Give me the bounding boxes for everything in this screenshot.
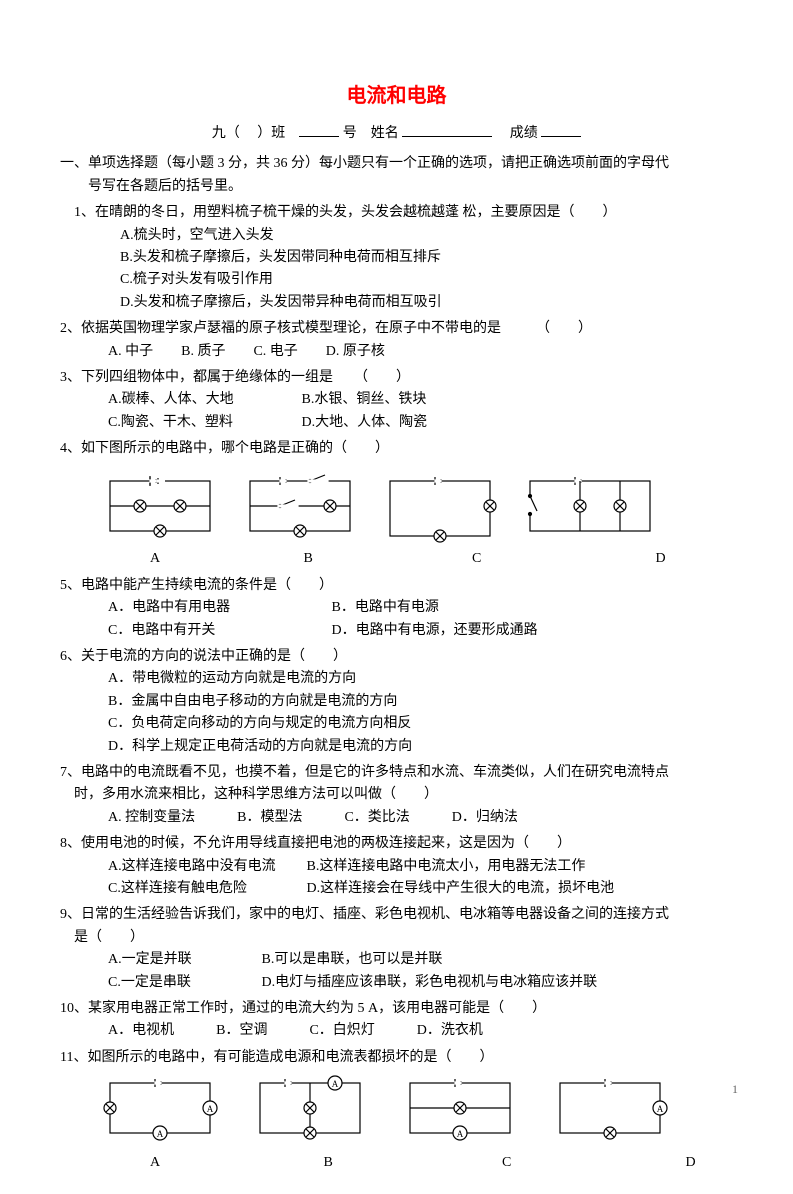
q7-opts: A. 控制变量法 B．模型法 C．类比法 D．归纳法 [60, 807, 733, 829]
q8-stem: 8、使用电池的时候，不允许用导线直接把电池的两极连接起来，这是因为（ ） [60, 833, 733, 855]
q11-lbl-a: A [100, 1152, 290, 1174]
q3-stem: 3、下列四组物体中，都属于绝缘体的一组是 （ ） [60, 367, 733, 389]
section-heading-line2: 号写在各题后的括号里。 [60, 176, 733, 198]
number-label: 号 [343, 126, 357, 141]
q9-row2: C.一定是串联 D.电灯与插座应该串联，彩色电视机与电冰箱应该并联 [60, 972, 733, 994]
q4-circuits-svg [100, 466, 700, 546]
q7-stem1: 7、电路中的电流既看不见，也摸不着，但是它的许多特点和水流、车流类似，人们在研究… [60, 762, 733, 784]
page-title: 电流和电路 [60, 80, 733, 112]
q11-labels: A B C D [100, 1152, 733, 1174]
q5-opt-b: B．电路中有电源 [332, 600, 439, 615]
name-blank[interactable] [402, 122, 492, 137]
score-blank[interactable] [541, 122, 581, 137]
q1-opt-b: B.头发和梳子摩擦后，头发因带同种电荷而相互排斥 [60, 247, 733, 269]
q10-stem: 10、某家用电器正常工作时，通过的电流大约为 5 A，该用电器可能是（ ） [60, 998, 733, 1020]
q3-opt-a: A.碳棒、人体、大地 [108, 389, 298, 411]
question-10: 10、某家用电器正常工作时，通过的电流大约为 5 A，该用电器可能是（ ） A．… [60, 998, 733, 1043]
svg-text:A: A [157, 1129, 164, 1139]
student-info-row: 九（ ）班 号 姓名 成绩 [60, 122, 733, 145]
q9-opt-a: A.一定是并联 [108, 949, 258, 971]
svg-text:A: A [207, 1104, 214, 1114]
q9-opt-c: C.一定是串联 [108, 972, 258, 994]
q5-opt-c: C．电路中有开关 [108, 620, 328, 642]
question-3: 3、下列四组物体中，都属于绝缘体的一组是 （ ） A.碳棒、人体、大地 B.水银… [60, 367, 733, 434]
q8-opt-b: B.这样连接电路中电流太小，用电器无法工作 [307, 859, 586, 874]
q5-row2: C．电路中有开关 D．电路中有电源，还要形成通路 [60, 620, 733, 642]
question-2: 2、依据英国物理学家卢瑟福的原子核式模型理论，在原子中不带电的是 （ ） A. … [60, 318, 733, 363]
q11-diagrams: A A A [100, 1075, 733, 1150]
question-1: 1、在晴朗的冬日，用塑料梳子梳干燥的头发，头发会越梳越蓬 松，主要原因是（ ） … [60, 202, 733, 314]
question-6: 6、关于电流的方向的说法中正确的是（ ） A．带电微粒的运动方向就是电流的方向 … [60, 646, 733, 758]
q1-opt-d: D.头发和梳子摩擦后，头发因带异种电荷而相互吸引 [60, 292, 733, 314]
page-number: 1 [732, 1082, 738, 1097]
q11-lbl-c: C [467, 1152, 642, 1174]
q4-labels: A B C D [100, 548, 733, 570]
q1-opt-c: C.梳子对头发有吸引作用 [60, 269, 733, 291]
svg-text:A: A [457, 1129, 464, 1139]
q9-stem1: 9、日常的生活经验告诉我们，家中的电灯、插座、彩色电视机、电冰箱等电器设备之间的… [60, 904, 733, 926]
q8-opt-c: C.这样连接有触电危险 [108, 878, 303, 900]
grade-suffix: ）班 [257, 126, 285, 141]
question-4: 4、如下图所示的电路中，哪个电路是正确的（ ） [60, 438, 733, 571]
q11-stem: 11、如图所示的电路中，有可能造成电源和电流表都损坏的是（ ） [60, 1047, 733, 1069]
q4-stem: 4、如下图所示的电路中，哪个电路是正确的（ ） [60, 438, 733, 460]
q7-stem2: 时，多用水流来相比，这种科学思维方法可以叫做（ ） [60, 784, 733, 806]
q5-opt-a: A．电路中有用电器 [108, 597, 328, 619]
grade-label: 九（ [212, 126, 240, 141]
q9-opt-b: B.可以是串联，也可以是并联 [262, 952, 443, 967]
q8-opt-d: D.这样连接会在导线中产生很大的电流，损坏电池 [307, 881, 615, 896]
question-8: 8、使用电池的时候，不允许用导线直接把电池的两极连接起来，这是因为（ ） A.这… [60, 833, 733, 900]
question-9: 9、日常的生活经验告诉我们，家中的电灯、插座、彩色电视机、电冰箱等电器设备之间的… [60, 904, 733, 994]
section-1-heading: 一、单项选择题（每小题 3 分，共 36 分）每小题只有一个正确的选项，请把正确… [60, 153, 733, 198]
q10-opts: A．电视机 B．空调 C．白炽灯 D．洗衣机 [60, 1020, 733, 1042]
q6-opt-c: C．负电荷定向移动的方向与规定的电流方向相反 [60, 713, 733, 735]
q8-row2: C.这样连接有触电危险 D.这样连接会在导线中产生很大的电流，损坏电池 [60, 878, 733, 900]
q5-opt-d: D．电路中有电源，还要形成通路 [332, 623, 538, 638]
q9-opt-d: D.电灯与插座应该串联，彩色电视机与电冰箱应该并联 [262, 975, 598, 990]
svg-text:A: A [332, 1079, 339, 1089]
q6-stem: 6、关于电流的方向的说法中正确的是（ ） [60, 646, 733, 668]
number-blank[interactable] [299, 122, 339, 137]
q3-row1: A.碳棒、人体、大地 B.水银、铜丝、铁块 [60, 389, 733, 411]
q6-opt-d: D．科学上规定正电荷活动的方向就是电流的方向 [60, 736, 733, 758]
q8-row1: A.这样连接电路中没有电流 B.这样连接电路中电流太小，用电器无法工作 [60, 856, 733, 878]
question-11: 11、如图所示的电路中，有可能造成电源和电流表都损坏的是（ ） A A [60, 1047, 733, 1175]
q4-lbl-b: B [284, 548, 434, 570]
q2-stem: 2、依据英国物理学家卢瑟福的原子核式模型理论，在原子中不带电的是 （ ） [60, 318, 733, 340]
section-heading-line1: 一、单项选择题（每小题 3 分，共 36 分）每小题只有一个正确的选项，请把正确… [60, 153, 733, 175]
q11-circuits-svg: A A A [100, 1075, 700, 1150]
svg-text:A: A [657, 1104, 664, 1114]
q3-row2: C.陶瓷、干木、塑料 D.大地、人体、陶瓷 [60, 412, 733, 434]
q9-row1: A.一定是并联 B.可以是串联，也可以是并联 [60, 949, 733, 971]
q2-opts: A. 中子 B. 质子 C. 电子 D. 原子核 [60, 341, 733, 363]
q11-lbl-d: D [646, 1152, 696, 1174]
question-5: 5、电路中能产生持续电流的条件是（ ） A．电路中有用电器 B．电路中有电源 C… [60, 575, 733, 642]
q6-opt-a: A．带电微粒的运动方向就是电流的方向 [60, 668, 733, 690]
q11-lbl-b: B [294, 1152, 464, 1174]
q4-lbl-c: C [437, 548, 602, 570]
q5-stem: 5、电路中能产生持续电流的条件是（ ） [60, 575, 733, 597]
q8-opt-a: A.这样连接电路中没有电流 [108, 856, 303, 878]
exam-page: 电流和电路 九（ ）班 号 姓名 成绩 一、单项选择题（每小题 3 分，共 36… [0, 0, 793, 1194]
q3-opt-b: B.水银、铜丝、铁块 [302, 392, 427, 407]
q9-stem2: 是（ ） [60, 927, 733, 949]
q4-lbl-a: A [100, 548, 280, 570]
q4-lbl-d: D [606, 548, 666, 570]
question-7: 7、电路中的电流既看不见，也摸不着，但是它的许多特点和水流、车流类似，人们在研究… [60, 762, 733, 829]
name-label: 姓名 [371, 126, 399, 141]
q3-opt-d: D.大地、人体、陶瓷 [302, 415, 428, 430]
q1-stem: 1、在晴朗的冬日，用塑料梳子梳干燥的头发，头发会越梳越蓬 松，主要原因是（ ） [60, 202, 733, 224]
score-label: 成绩 [510, 126, 538, 141]
q6-opt-b: B．金属中自由电子移动的方向就是电流的方向 [60, 691, 733, 713]
q1-opt-a: A.梳头时，空气进入头发 [60, 225, 733, 247]
q5-row1: A．电路中有用电器 B．电路中有电源 [60, 597, 733, 619]
q4-diagrams [100, 466, 733, 546]
q3-opt-c: C.陶瓷、干木、塑料 [108, 412, 298, 434]
